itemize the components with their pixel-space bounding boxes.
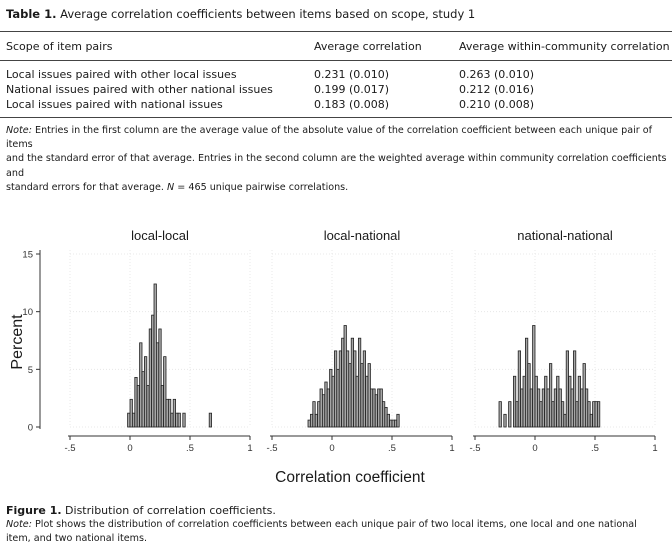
table-note-line3-post: = 465 unique pairwise correlations. <box>174 181 349 193</box>
table-top-rule <box>0 31 672 32</box>
x-tick-label: -.5 <box>266 443 277 454</box>
table-note-n: N <box>167 181 175 193</box>
x-axis-label: Correlation coefficient <box>275 469 425 486</box>
histogram-bar <box>163 356 167 428</box>
table-row-2-avg: 0.199 (0.017) <box>314 83 390 96</box>
histogram-bar <box>549 363 553 428</box>
histogram-bar <box>508 401 512 428</box>
x-tick-label: 1 <box>449 443 454 454</box>
figure-note: Note: Plot shows the distribution of cor… <box>6 518 670 547</box>
y-axis-label: Percent <box>9 314 26 370</box>
table-row-2-within: 0.212 (0.016) <box>459 83 535 96</box>
histogram-figure: Percent Correlation coefficient 051015lo… <box>9 228 658 486</box>
y-tick-label: 15 <box>22 250 33 261</box>
table-row-3-scope: Local issues paired with national issues <box>6 98 223 111</box>
x-tick-label: 0 <box>329 443 334 454</box>
table-note: Note: Entries in the first column are th… <box>6 124 670 195</box>
x-tick-label: 1 <box>247 443 252 454</box>
table-row-3-within: 0.210 (0.008) <box>459 98 535 111</box>
histogram-bar <box>208 412 212 428</box>
table-caption: Average correlation coefficients between… <box>60 7 476 21</box>
x-tick-label: .5 <box>186 443 194 454</box>
figure-note-label: Note: <box>6 519 32 530</box>
x-tick-label: 0 <box>532 443 537 454</box>
table-bottom-rule <box>0 117 672 118</box>
figure-note-line2: item, and two national items. <box>6 533 148 545</box>
x-tick-label: -.5 <box>469 443 480 454</box>
table-note-label: Note: <box>6 125 32 136</box>
table-header-avg: Average correlation <box>314 40 422 53</box>
histogram-bar <box>503 413 507 428</box>
histogram-bar <box>396 413 400 428</box>
table-row-2-scope: National issues paired with other nation… <box>6 83 273 96</box>
y-tick-label: 10 <box>22 307 33 318</box>
table-row-1-scope: Local issues paired with other local iss… <box>6 68 237 81</box>
histogram-bar <box>597 401 601 428</box>
histogram-bar <box>182 412 186 428</box>
histogram-bar <box>498 401 502 428</box>
histogram-bar <box>573 350 577 428</box>
figure-caption: Figure 1. Distribution of correlation co… <box>6 504 276 517</box>
table-note-line1: Entries in the first column are the aver… <box>6 125 653 151</box>
x-tick-label: .5 <box>388 443 396 454</box>
panel-title: local-national <box>324 228 401 243</box>
table-note-line2: and the standard error of that average. … <box>6 153 667 179</box>
y-tick-label: 5 <box>28 365 33 376</box>
figure-note-line1: Plot shows the distribution of correlati… <box>31 519 637 530</box>
table-row-1-within: 0.263 (0.010) <box>459 68 535 81</box>
figure-caption-text: Distribution of correlation coefficients… <box>65 504 276 517</box>
x-tick-label: .5 <box>591 443 599 454</box>
histogram-bar <box>177 412 181 428</box>
x-tick-label: 1 <box>652 443 657 454</box>
panel-title: national-national <box>517 228 613 243</box>
table-header-rule <box>0 60 672 61</box>
table-header-within: Average within-community correlation <box>459 40 670 53</box>
histogram-bar <box>158 328 162 428</box>
table-row-3-avg: 0.183 (0.008) <box>314 98 390 111</box>
table-header-scope: Scope of item pairs <box>6 40 113 53</box>
table-label: Table 1. <box>6 7 57 21</box>
table-row-1-avg: 0.231 (0.010) <box>314 68 390 81</box>
table-note-line3-pre: standard errors for that average. <box>6 181 168 193</box>
figure-label: Figure 1. <box>6 504 62 517</box>
x-tick-label: 0 <box>127 443 132 454</box>
y-tick-label: 0 <box>28 423 33 434</box>
table-title: Table 1. Average correlation coefficient… <box>6 7 475 21</box>
panel-title: local-local <box>131 228 189 243</box>
x-tick-label: -.5 <box>64 443 75 454</box>
